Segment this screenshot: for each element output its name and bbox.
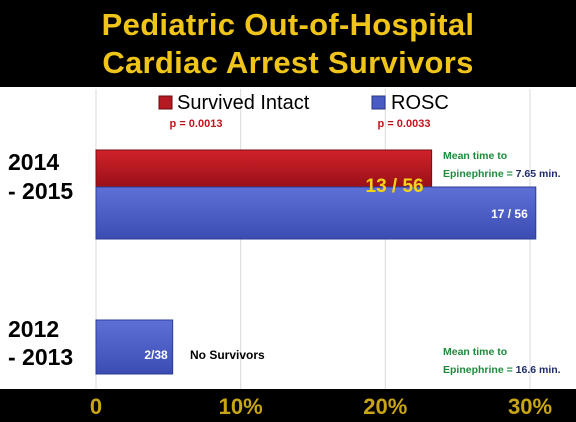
p-value-survived-intact: p = 0.0013 [170,118,223,130]
note-label-top: Epinephrine = [443,168,516,180]
x-axis-band [0,389,576,422]
x-tick-label: 30% [508,394,552,419]
note-label-bottom: Epinephrine = [443,364,516,376]
legend-swatch-rosc [371,95,386,110]
note-line-2-bottom: Epinephrine = 16.6 min. [443,364,561,376]
bar-label-survived-intact-2014-2015: 13 / 56 [366,176,424,197]
note-line-1-top: Mean time to [443,150,507,162]
note-value-bottom: 16.6 min. [516,364,561,376]
category-label: 2012 [8,316,59,342]
no-survivors-label: No Survivors [190,348,265,362]
title-line-1: Pediatric Out-of-Hospital [101,7,475,42]
bar-rosc-2014-2015 [95,186,537,240]
p-value-rosc: p = 0.0033 [378,118,431,130]
category-label: 2014 [8,149,59,175]
x-tick-label: 0 [90,394,102,419]
bar-survived-intact-2014-2015 [95,149,433,188]
legend-label-rosc: ROSC [391,92,449,114]
note-value-top: 7.65 min. [516,168,561,180]
bar-rosc-2012-2013 [95,319,174,375]
legend-swatch-survived-intact [158,95,173,110]
title-line-2: Cardiac Arrest Survivors [102,45,474,80]
note-line-2-top: Epinephrine = 7.65 min. [443,168,561,180]
bar-label-rosc-2014-2015: 17 / 56 [491,207,528,221]
bar-label-rosc-2012-2013: 2/38 [144,348,168,362]
x-tick-label: 10% [219,394,263,419]
x-tick-label: 20% [363,394,407,419]
note-line-1-bottom: Mean time to [443,346,507,358]
chart-title: Pediatric Out-of-Hospital Cardiac Arrest… [0,0,576,86]
legend-label-survived-intact: Survived Intact [177,92,310,114]
category-label: - 2013 [8,344,73,370]
category-label: - 2015 [8,178,73,204]
